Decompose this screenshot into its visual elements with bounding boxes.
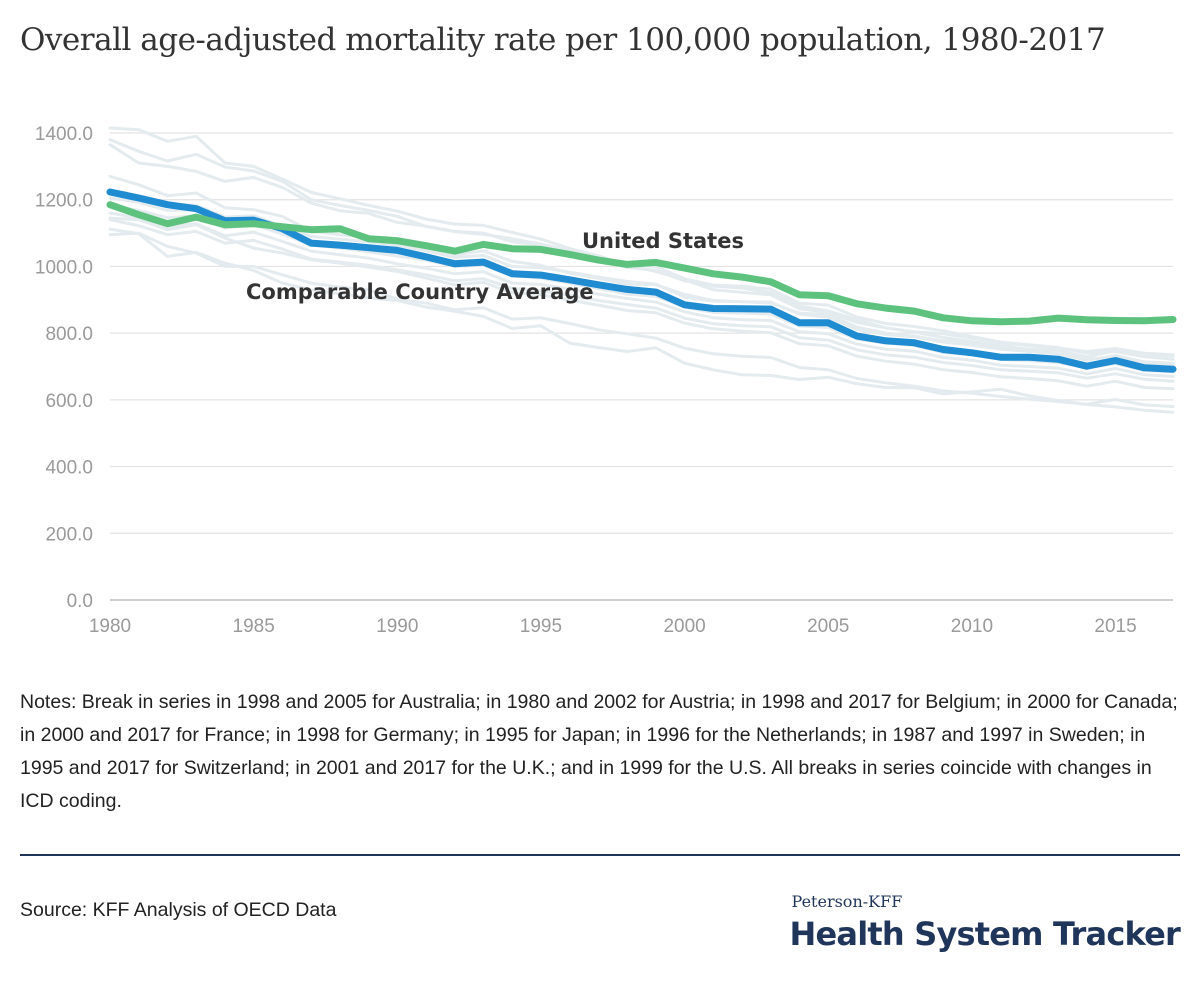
y-tick-label: 1400.0 [35, 124, 93, 145]
series-label-united-states: United States [582, 229, 744, 253]
x-tick-label: 1980 [89, 616, 131, 637]
background-country-line [108, 231, 1175, 408]
x-tick-label: 1985 [233, 616, 275, 637]
background-country-line [108, 218, 1175, 383]
chart-notes: Notes: Break in series in 1998 and 2005 … [20, 691, 1178, 812]
y-tick-label: 600.0 [45, 391, 93, 412]
x-tick-label: 2015 [1094, 616, 1136, 637]
x-axis: 1980 1985 1990 1995 2000 2005 2010 2015 [89, 616, 1137, 637]
y-tick-label: 800.0 [45, 324, 93, 345]
brand-title: Health System Tracker [789, 915, 1181, 953]
background-country-line [108, 143, 1175, 357]
series-label-comparable-country-average: Comparable Country Average [246, 280, 594, 304]
main-series-lines [106, 188, 1177, 373]
brand-subtitle: Peterson-KFF [791, 892, 903, 911]
background-country-line [108, 211, 1175, 378]
y-axis: 0.0 200.0 400.0 600.0 800.0 1000.0 1200.0 1400.… [35, 124, 93, 612]
chart-title: Overall age-adjusted mortality rate per … [20, 22, 1106, 58]
x-tick-label: 1995 [520, 616, 562, 637]
x-tick-label: 2000 [663, 616, 705, 637]
brand-logo: Peterson-KFF Health System Tracker [789, 892, 1181, 953]
footer-divider [20, 854, 1180, 856]
y-tick-label: 0.0 [67, 591, 93, 612]
background-country-line [108, 227, 1175, 414]
series-line-comparable-country-average [106, 188, 1177, 373]
background-country-line [108, 216, 1175, 391]
series-line-united-states [106, 201, 1177, 326]
y-tick-label: 400.0 [45, 458, 93, 479]
x-tick-label: 2010 [951, 616, 993, 637]
x-tick-label: 1990 [376, 616, 418, 637]
y-tick-label: 1000.0 [35, 257, 93, 278]
background-country-line [108, 174, 1175, 359]
chart-source: Source: KFF Analysis of OECD Data [20, 899, 337, 921]
y-tick-label: 200.0 [45, 524, 93, 545]
line-chart: 0.0 200.0 400.0 600.0 800.0 1000.0 1200.0 1400.… [35, 124, 1177, 637]
x-tick-label: 2005 [807, 616, 849, 637]
y-tick-label: 1200.0 [35, 191, 93, 212]
background-country-lines [108, 126, 1175, 414]
